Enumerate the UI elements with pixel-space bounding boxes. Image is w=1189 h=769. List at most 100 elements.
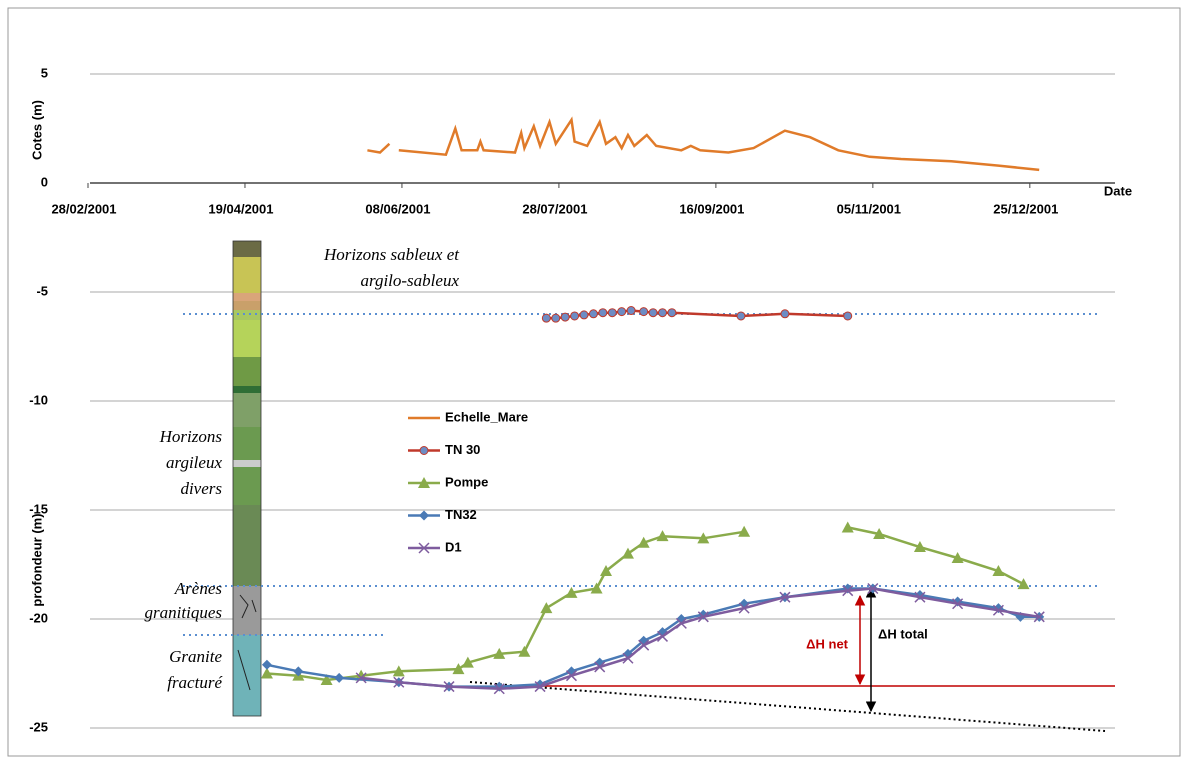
annotation: divers — [180, 479, 222, 498]
marker — [648, 308, 658, 318]
annotation: ΔH net — [806, 636, 849, 651]
marker — [617, 307, 627, 317]
annotation: Horizons sableux et — [323, 245, 460, 264]
marker — [443, 681, 455, 693]
annotation: fracturé — [167, 673, 223, 692]
x-tick-label: 28/07/2001 — [522, 201, 587, 216]
y-tick-label: -20 — [29, 610, 48, 625]
legend-label: Echelle_Mare — [445, 409, 528, 424]
annotation: Horizons — [159, 427, 223, 446]
marker — [493, 647, 506, 659]
marker — [551, 313, 561, 323]
chart-border — [7, 7, 1181, 757]
marker — [637, 536, 650, 548]
marker — [565, 670, 577, 682]
marker — [951, 551, 964, 563]
marker — [607, 308, 617, 318]
marker — [594, 661, 606, 673]
y-tick-label: -5 — [36, 283, 48, 298]
marker — [260, 667, 273, 679]
marker — [418, 477, 430, 488]
marker — [579, 310, 589, 320]
geologic-column — [232, 240, 262, 717]
marker — [320, 674, 333, 686]
marker — [565, 586, 578, 598]
marker — [873, 527, 886, 539]
marker — [540, 602, 553, 614]
y-tick-label: -15 — [29, 501, 48, 516]
marker — [913, 541, 926, 553]
y-axis-label: profondeur (m) — [29, 513, 44, 606]
x-tick-label: 28/02/2001 — [51, 201, 116, 216]
marker — [675, 617, 687, 629]
annotation: argilo-sableux — [360, 271, 459, 290]
marker — [639, 307, 649, 317]
annotation: argileux — [166, 453, 222, 472]
marker — [452, 663, 465, 675]
marker — [334, 672, 345, 683]
series-line — [367, 116, 1040, 172]
marker — [541, 313, 551, 323]
marker — [621, 547, 634, 559]
marker — [638, 639, 650, 651]
marker — [418, 542, 430, 554]
reference-lines — [183, 313, 1115, 732]
marker — [598, 308, 608, 318]
marker — [355, 672, 367, 684]
marker — [622, 652, 634, 664]
annotation: ΔH total — [878, 626, 928, 641]
x-tick-label: 16/09/2001 — [679, 201, 744, 216]
marker — [1033, 611, 1045, 623]
marker — [293, 666, 304, 677]
marker — [656, 530, 669, 542]
marker — [843, 311, 853, 321]
marker — [518, 645, 531, 657]
y-tick-label: 0 — [41, 174, 48, 189]
marker — [590, 582, 603, 594]
marker — [841, 521, 854, 533]
annotation: Arènes — [174, 579, 223, 598]
marker — [656, 630, 669, 642]
marker — [779, 591, 791, 603]
marker — [992, 565, 1005, 577]
marker — [461, 656, 474, 668]
legend-label: D1 — [445, 539, 462, 554]
x-tick-label: 05/11/2001 — [837, 201, 901, 216]
y-tick-label: -25 — [29, 719, 48, 734]
x-axis-label: Date — [1104, 183, 1132, 198]
x-tick-label: 08/06/2001 — [365, 201, 430, 216]
x-tick-label: 25/12/2001 — [993, 201, 1058, 216]
marker — [261, 659, 272, 670]
marker — [738, 525, 751, 537]
y-tick-label: 5 — [41, 65, 48, 80]
annotation: granitiques — [145, 603, 223, 622]
marker — [600, 565, 612, 577]
marker — [626, 306, 636, 316]
legend-label: TN 30 — [445, 442, 480, 457]
marker — [697, 532, 710, 544]
marker — [560, 312, 570, 322]
marker — [667, 308, 677, 318]
marker — [914, 591, 926, 603]
marker — [534, 681, 546, 693]
series-line — [360, 587, 1040, 691]
marker — [588, 309, 598, 319]
marker — [1017, 578, 1030, 590]
y-axis-label: Cotes (m) — [29, 100, 44, 160]
legend-label: Pompe — [445, 474, 488, 489]
marker — [780, 309, 790, 319]
marker — [992, 604, 1004, 616]
marker — [736, 311, 746, 321]
marker — [493, 683, 505, 695]
y-tick-label: -10 — [29, 392, 48, 407]
x-tick-label: 19/04/2001 — [208, 201, 273, 216]
marker — [867, 582, 879, 595]
marker — [658, 308, 668, 318]
annotation: Granite — [169, 647, 222, 666]
legend-label: TN32 — [445, 507, 477, 522]
marker — [842, 585, 854, 597]
marker — [952, 598, 964, 610]
marker — [570, 311, 580, 321]
marker — [392, 665, 405, 677]
